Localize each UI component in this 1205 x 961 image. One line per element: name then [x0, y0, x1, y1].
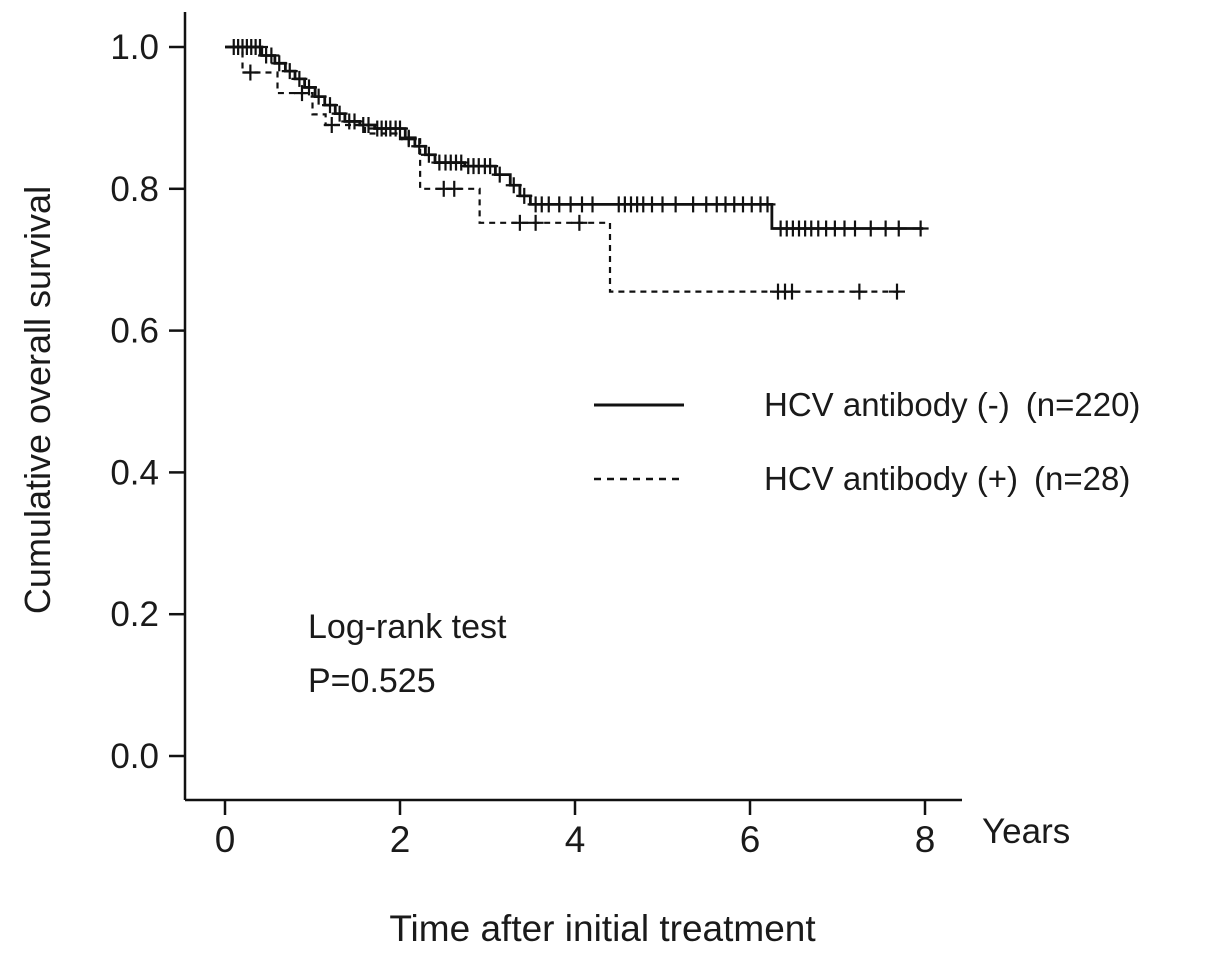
y-axis-title: Cumulative overall survival: [17, 185, 58, 615]
legend-item-hcv-negative: HCV antibody (-) (n=220): [594, 386, 1140, 424]
legend: HCV antibody (-) (n=220) HCV antibody (+…: [594, 386, 1140, 498]
legend-count-hcv-negative: (n=220): [1025, 386, 1141, 423]
x-tick-label: 6: [740, 819, 761, 860]
y-tick-label: 0.6: [110, 312, 159, 351]
stat-annotation: Log-rank test P=0.525: [308, 600, 506, 709]
legend-label-hcv-negative: HCV antibody (-): [764, 386, 1010, 423]
censor-marks-hcv-positive: [242, 64, 905, 300]
logrank-test-label: Log-rank test: [308, 608, 507, 646]
x-tick-label: 2: [390, 819, 411, 860]
x-tick-label: 4: [565, 819, 586, 860]
series-line-hcv-positive: [225, 45, 899, 293]
y-tick-label: 0.0: [110, 737, 159, 776]
censor-marks-hcv-negative: [225, 39, 929, 237]
legend-count-hcv-positive: (n=28): [1034, 460, 1131, 497]
x-tick-label: 8: [915, 819, 936, 860]
series-line-hcv-negative: [225, 45, 924, 230]
x-axis-title: Time after initial treatment: [389, 908, 816, 949]
x-axis-unit-label: Years: [982, 812, 1071, 851]
legend-item-hcv-positive: HCV antibody (+) (n=28): [594, 460, 1140, 498]
p-value-label: P=0.525: [308, 662, 436, 701]
y-tick-label: 0.2: [110, 595, 159, 634]
legend-solid-line-icon: [594, 403, 684, 407]
axes: [169, 12, 962, 815]
y-tick-label: 0.4: [110, 453, 159, 492]
y-tick-label: 1.0: [110, 28, 159, 67]
x-tick-label: 0: [215, 819, 236, 860]
legend-dashed-line-icon: [594, 477, 684, 481]
legend-label-hcv-positive: HCV antibody (+): [764, 460, 1019, 497]
y-tick-label: 0.8: [110, 170, 159, 209]
